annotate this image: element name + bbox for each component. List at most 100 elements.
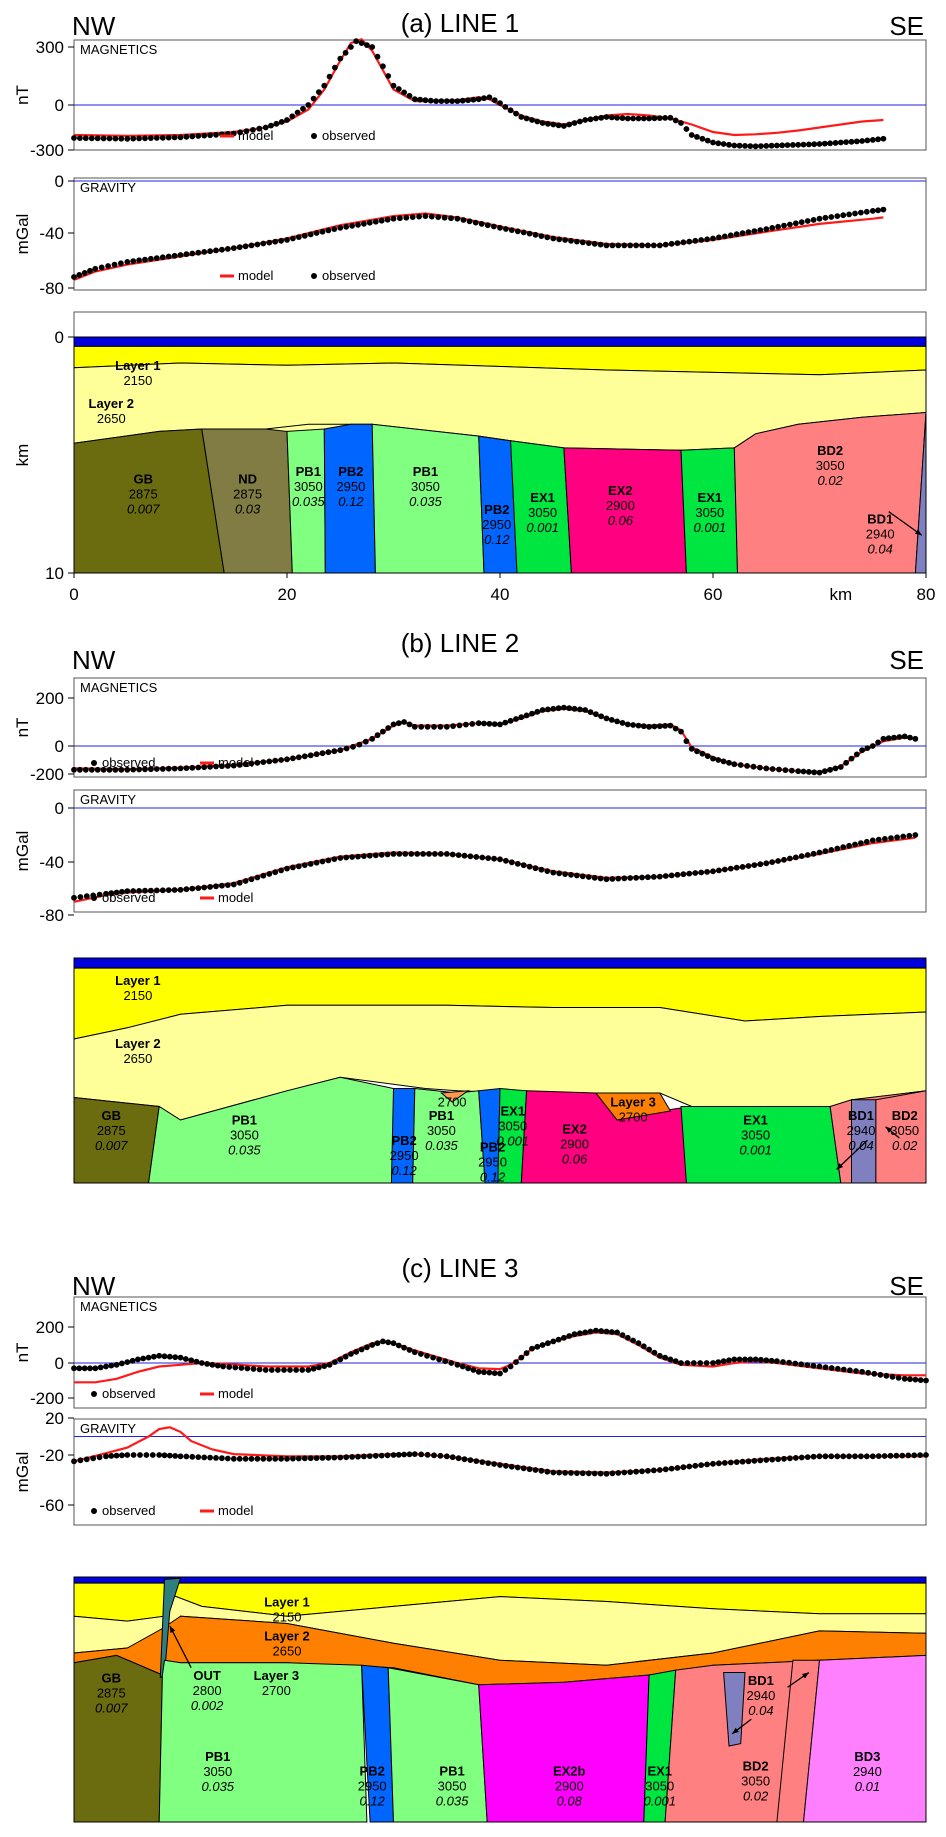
observed-point [183, 886, 190, 893]
observed-point [816, 1453, 823, 1460]
observed-point [151, 1353, 157, 1360]
observed-point [545, 120, 551, 127]
observed-point [424, 1451, 431, 1458]
body-density-label: 2875 [233, 486, 262, 501]
observed-point [751, 228, 758, 235]
observed-point [71, 274, 77, 280]
observed-point [880, 735, 887, 742]
body-density-label: 3050 [816, 458, 845, 473]
observed-point [242, 1455, 249, 1462]
body-name-label: PB1 [439, 1763, 464, 1778]
legend-observed-swatch [91, 895, 97, 901]
observed-point [832, 140, 839, 146]
observed-point [822, 1453, 829, 1460]
observed-point [609, 242, 616, 249]
observed-point [883, 1372, 890, 1379]
observed-point [692, 870, 699, 876]
observed-point [726, 759, 732, 766]
observed-point [411, 1349, 418, 1356]
observed-point [574, 872, 580, 879]
body-susceptibility-label: 0.001 [739, 1143, 772, 1158]
observed-point [656, 1467, 663, 1473]
observed-point [650, 874, 657, 880]
observed-point [745, 863, 752, 869]
body-out [159, 1577, 182, 1679]
observed-point [627, 875, 634, 881]
observed-point [136, 766, 143, 773]
observed-point [545, 706, 551, 713]
observed-point [577, 1330, 583, 1337]
body-name-label: Layer 3 [254, 1668, 300, 1683]
observed-point [598, 114, 605, 121]
observed-point [863, 208, 870, 215]
observed-point [294, 109, 301, 116]
observed-point [422, 97, 429, 104]
observed-point [98, 264, 105, 271]
observed-point [846, 1453, 852, 1460]
observed-point [822, 848, 829, 855]
observed-point [153, 766, 160, 772]
observed-point [124, 259, 131, 265]
y-axis-label: nT [13, 718, 32, 738]
observed-point [349, 1454, 355, 1460]
observed-point [710, 868, 716, 875]
observed-point [597, 241, 604, 248]
observed-point [720, 141, 727, 147]
body-susceptibility-label: 0.035 [409, 494, 442, 509]
observed-point [207, 132, 214, 139]
observed-point [406, 92, 413, 99]
observed-point [248, 876, 255, 883]
observed-point [479, 854, 486, 861]
observed-point [751, 862, 758, 868]
observed-point [608, 1329, 615, 1335]
observed-point [438, 98, 445, 104]
observed-point [662, 241, 669, 248]
observed-point [798, 219, 805, 226]
observed-point [526, 1466, 533, 1473]
observed-point [411, 1451, 418, 1457]
observed-point [615, 1470, 622, 1476]
observed-point [900, 833, 907, 840]
observed-point [615, 242, 622, 249]
observed-point [243, 128, 250, 135]
body-density-label: 2900 [606, 498, 635, 513]
observed-point [242, 243, 249, 250]
observed-point [804, 1362, 811, 1368]
observed-point [882, 836, 888, 842]
observed-point [646, 1346, 652, 1353]
observed-point [532, 865, 539, 872]
observed-point [193, 1358, 200, 1365]
observed-point [142, 887, 148, 894]
body-name-label: EX1 [647, 1763, 672, 1778]
observed-point [219, 763, 225, 770]
observed-point [343, 745, 350, 752]
observed-point [603, 1328, 610, 1335]
observed-point [911, 1452, 918, 1459]
observed-point [832, 765, 839, 772]
body-name-label: PB1 [232, 1113, 257, 1128]
observed-point [119, 888, 125, 895]
observed-point [639, 1468, 645, 1475]
body-name-label: PB2 [480, 1140, 505, 1155]
observed-point [774, 142, 780, 149]
observed-point [310, 95, 317, 102]
observed-point [763, 143, 770, 149]
observed-point [171, 887, 178, 893]
observed-point [846, 211, 852, 218]
observed-point [424, 723, 431, 730]
observed-point [846, 842, 852, 849]
observed-point [430, 1354, 436, 1361]
observed-point [293, 1367, 299, 1373]
observed-point [219, 246, 225, 253]
gravity-panel-line-1: 0 -40 -80 mGal GRAVITY model observed [13, 172, 927, 298]
observed-point [518, 114, 525, 120]
observed-point [284, 1455, 290, 1462]
water-layer [73, 1576, 927, 1584]
observed-point [532, 1467, 539, 1473]
observed-point [161, 1452, 168, 1459]
observed-point [201, 249, 208, 255]
y-tick-label: 0 [55, 737, 64, 756]
observed-point [319, 858, 326, 865]
observed-point [433, 98, 439, 104]
